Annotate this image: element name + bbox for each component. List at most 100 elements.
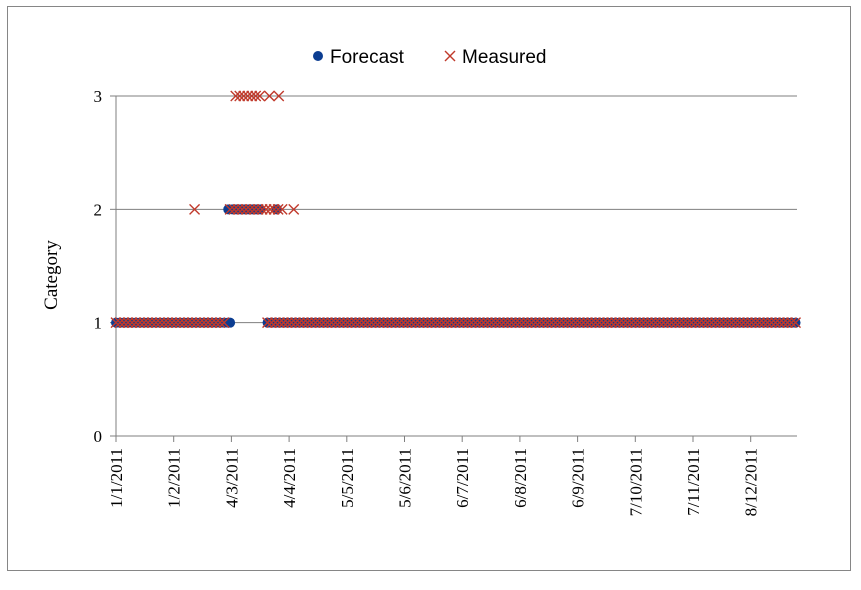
measured-point bbox=[562, 317, 574, 329]
measured-point bbox=[590, 317, 602, 329]
measured-point bbox=[234, 90, 246, 102]
measured-point bbox=[578, 317, 590, 329]
x-tick-label-6: 6/7/2011 bbox=[453, 448, 472, 508]
measured-point bbox=[256, 203, 268, 215]
legend-forecast-label: Forecast bbox=[330, 47, 405, 68]
measured-point bbox=[246, 90, 258, 102]
measured-point bbox=[272, 203, 284, 215]
measured-point bbox=[430, 317, 442, 329]
measured-point bbox=[118, 317, 130, 329]
axes bbox=[110, 95, 797, 442]
measured-point bbox=[346, 317, 358, 329]
measured-point bbox=[366, 317, 378, 329]
measured-point bbox=[110, 317, 122, 329]
y-tick-label-2: 2 bbox=[94, 200, 103, 219]
measured-point bbox=[634, 317, 646, 329]
measured-point bbox=[238, 90, 250, 102]
y-tick-label-3: 3 bbox=[94, 87, 103, 106]
measured-point bbox=[738, 317, 750, 329]
measured-point bbox=[742, 317, 754, 329]
measured-point bbox=[790, 317, 802, 329]
measured-point bbox=[490, 317, 502, 329]
measured-point bbox=[374, 317, 386, 329]
data-marks bbox=[110, 90, 802, 329]
measured-point bbox=[434, 317, 446, 329]
y-axis-title: Category bbox=[41, 240, 62, 310]
measured-point bbox=[618, 317, 630, 329]
measured-point bbox=[522, 317, 534, 329]
measured-point bbox=[398, 317, 410, 329]
measured-point bbox=[786, 317, 798, 329]
measured-point bbox=[334, 317, 346, 329]
x-tick-label-7: 6/8/2011 bbox=[511, 448, 530, 508]
measured-point bbox=[446, 317, 458, 329]
measured-point bbox=[610, 317, 622, 329]
measured-point bbox=[566, 317, 578, 329]
measured-point bbox=[438, 317, 450, 329]
measured-point bbox=[606, 317, 618, 329]
measured-point bbox=[598, 317, 610, 329]
measured-point bbox=[414, 317, 426, 329]
measured-point bbox=[638, 317, 650, 329]
measured-point bbox=[778, 317, 790, 329]
measured-point bbox=[134, 317, 146, 329]
measured-point bbox=[294, 317, 306, 329]
measured-point bbox=[658, 317, 670, 329]
measured-point bbox=[650, 317, 662, 329]
measured-point bbox=[174, 317, 186, 329]
measured-point bbox=[260, 203, 272, 215]
measured-point bbox=[642, 317, 654, 329]
measured-point bbox=[298, 317, 310, 329]
measured-point bbox=[189, 203, 201, 215]
measured-point bbox=[198, 317, 210, 329]
measured-point bbox=[630, 317, 642, 329]
measured-point bbox=[622, 317, 634, 329]
measured-point bbox=[682, 317, 694, 329]
chart-frame bbox=[7, 6, 851, 571]
measured-point bbox=[486, 317, 498, 329]
measured-point bbox=[228, 203, 240, 215]
measured-point bbox=[150, 317, 162, 329]
measured-point bbox=[498, 317, 510, 329]
measured-point bbox=[310, 317, 322, 329]
measured-point bbox=[602, 317, 614, 329]
measured-point bbox=[458, 317, 470, 329]
measured-point bbox=[686, 317, 698, 329]
legend-forecast-marker bbox=[313, 51, 323, 61]
measured-point bbox=[538, 317, 550, 329]
measured-point bbox=[450, 317, 462, 329]
measured-point bbox=[762, 317, 774, 329]
measured-point bbox=[454, 317, 466, 329]
x-tick-label-8: 6/9/2011 bbox=[569, 448, 588, 508]
measured-point bbox=[710, 317, 722, 329]
measured-point bbox=[286, 317, 298, 329]
measured-point bbox=[236, 203, 248, 215]
measured-point bbox=[426, 317, 438, 329]
measured-point bbox=[362, 317, 374, 329]
measured-point bbox=[662, 317, 674, 329]
measured-point bbox=[342, 317, 354, 329]
measured-point bbox=[394, 317, 406, 329]
measured-point bbox=[326, 317, 338, 329]
measured-point bbox=[582, 317, 594, 329]
measured-point bbox=[626, 317, 638, 329]
y-tick-label-0: 0 bbox=[94, 427, 103, 446]
measured-point bbox=[550, 317, 562, 329]
x-tick-label-11: 8/12/2011 bbox=[742, 448, 761, 516]
measured-point bbox=[248, 203, 260, 215]
measured-point bbox=[694, 317, 706, 329]
measured-point bbox=[482, 317, 494, 329]
measured-point bbox=[142, 317, 154, 329]
measured-point bbox=[574, 317, 586, 329]
measured-point bbox=[242, 90, 254, 102]
measured-point bbox=[263, 90, 275, 102]
measured-point bbox=[210, 317, 222, 329]
measured-point bbox=[526, 317, 538, 329]
measured-point bbox=[206, 317, 218, 329]
measured-point bbox=[170, 317, 182, 329]
measured-point bbox=[402, 317, 414, 329]
measured-point bbox=[290, 317, 302, 329]
measured-point bbox=[190, 317, 202, 329]
measured-point bbox=[264, 203, 276, 215]
